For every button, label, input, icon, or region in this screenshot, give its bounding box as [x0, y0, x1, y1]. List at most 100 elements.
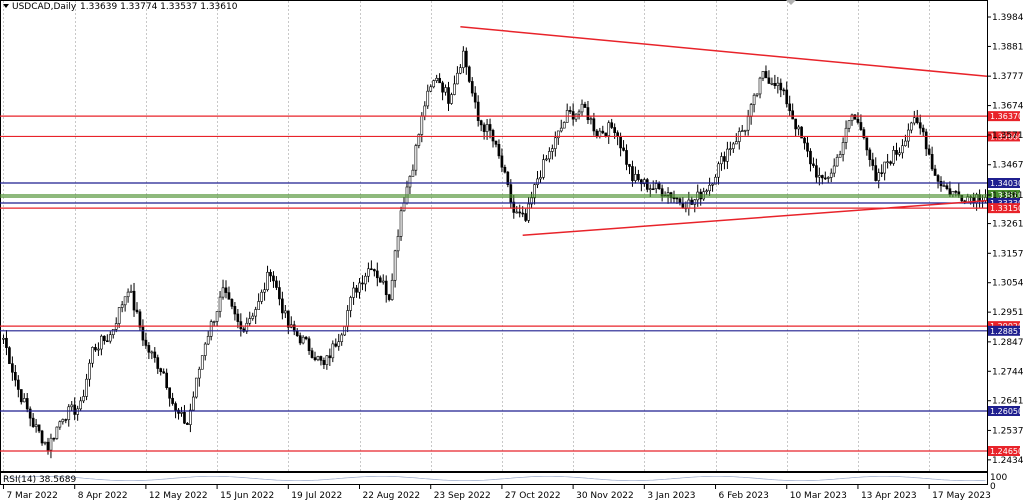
candle-body-161: [479, 120, 483, 126]
candle-body-323: [960, 195, 964, 202]
candle-body-26: [79, 400, 82, 410]
candle-body-238: [708, 184, 711, 192]
candle-body-77: [230, 299, 234, 307]
candle-body-19: [58, 421, 62, 428]
candle-body-252: [749, 104, 753, 117]
candle-body-119: [355, 287, 358, 293]
candle-body-126: [375, 270, 379, 279]
candle-body-310: [921, 127, 925, 133]
candle-body-266: [791, 110, 795, 120]
candle-body-307: [912, 117, 916, 124]
scroll-marker-icon[interactable]: [786, 0, 796, 5]
candle-body-285: [847, 120, 851, 129]
plot-frame: [0, 0, 988, 472]
candle-body-18: [55, 426, 59, 439]
candle-body-263: [782, 89, 786, 92]
candle-body-8: [25, 398, 29, 410]
candle-body-293: [871, 159, 875, 166]
candle-body-197: [586, 107, 590, 121]
candle-body-283: [841, 142, 845, 155]
candle-body-239: [711, 183, 714, 186]
y-label-3: 1.36740: [992, 102, 1024, 112]
candle-body-54: [162, 371, 166, 374]
candle-body-117: [349, 297, 352, 311]
candle-body-243: [723, 156, 726, 162]
candle-body-258: [767, 77, 771, 84]
candle-body-185: [551, 148, 554, 152]
candle-body-291: [865, 137, 869, 151]
candle-body-137: [408, 176, 412, 188]
candle-body-292: [868, 149, 872, 161]
candle-body-205: [610, 122, 614, 128]
candle-body-167: [497, 144, 501, 157]
candle-body-55: [165, 372, 168, 388]
candle-body-268: [797, 126, 800, 130]
candle-body-219: [651, 188, 655, 191]
candle-body-33: [100, 335, 103, 350]
chart-header: USDCAD,Daily 1.33639 1.33774 1.33537 1.3…: [3, 0, 796, 12]
candle-body-111: [331, 343, 335, 359]
candle-body-139: [414, 145, 418, 171]
candle-body-75: [224, 287, 228, 293]
y-label-8: 1.31570: [992, 249, 1024, 259]
y-label-5: 1.34670: [992, 161, 1024, 171]
candle-body-180: [536, 178, 539, 185]
candle-body-28: [85, 378, 88, 397]
trendline-0[interactable]: [460, 25, 988, 78]
candle-body-208: [619, 136, 622, 149]
x-label-1: 8 Apr 2022: [78, 491, 128, 501]
candle-body-177: [527, 203, 530, 221]
level-tag-9: [988, 406, 1020, 416]
dropdown-triangle-icon[interactable]: [3, 4, 9, 8]
candle-body-196: [583, 103, 587, 108]
y-label-0: 1.39840: [992, 13, 1024, 23]
candle-body-173: [515, 211, 519, 214]
candle-body-265: [788, 103, 792, 112]
candle-body-226: [672, 197, 676, 200]
candle-body-276: [821, 175, 824, 179]
candle-body-36: [108, 334, 112, 342]
x-label-9: 3 Jan 2023: [647, 491, 695, 501]
candle-body-217: [645, 179, 649, 190]
candle-body-29: [88, 362, 91, 380]
candle-body-67: [200, 355, 204, 370]
candle-body-85: [254, 309, 258, 317]
candle-body-23: [70, 404, 74, 408]
candles: [2, 46, 987, 459]
candle-body-110: [328, 355, 332, 359]
candle-body-231: [687, 199, 691, 209]
trendlines: [460, 25, 988, 237]
candle-body-201: [598, 130, 602, 137]
candle-body-105: [313, 357, 317, 361]
candle-body-189: [562, 122, 566, 129]
y-label-2: 1.37770: [992, 72, 1024, 82]
candle-body-86: [257, 301, 260, 310]
candle-body-213: [634, 174, 637, 181]
candle-body-79: [236, 313, 240, 322]
candle-body-153: [456, 72, 459, 85]
candle-body-68: [203, 343, 207, 356]
candle-body-301: [895, 149, 898, 155]
candle-body-130: [387, 294, 391, 300]
candle-body-17: [52, 437, 56, 440]
candle-body-224: [666, 192, 670, 197]
candle-body-76: [227, 292, 231, 300]
candle-body-6: [19, 389, 23, 403]
candle-body-305: [907, 129, 910, 142]
candle-body-129: [384, 280, 388, 296]
candle-body-94: [281, 298, 284, 314]
candle-body-168: [500, 155, 504, 168]
x-axis: 7 Mar 2022 8 Apr 2022 12 May 2022 15 Jun 20…: [2, 485, 991, 501]
y-label-13: 1.26410: [992, 397, 1024, 407]
candle-body-1: [5, 337, 8, 348]
candle-body-138: [411, 169, 415, 177]
candle-body-5: [16, 379, 20, 390]
candle-body-198: [589, 118, 593, 121]
trendline-1[interactable]: [522, 199, 988, 237]
candle-body-65: [194, 377, 198, 398]
x-label-4: 19 Jul 2022: [291, 491, 342, 501]
candle-body-151: [450, 94, 453, 104]
candle-body-277: [823, 177, 827, 180]
candle-body-31: [94, 347, 97, 351]
